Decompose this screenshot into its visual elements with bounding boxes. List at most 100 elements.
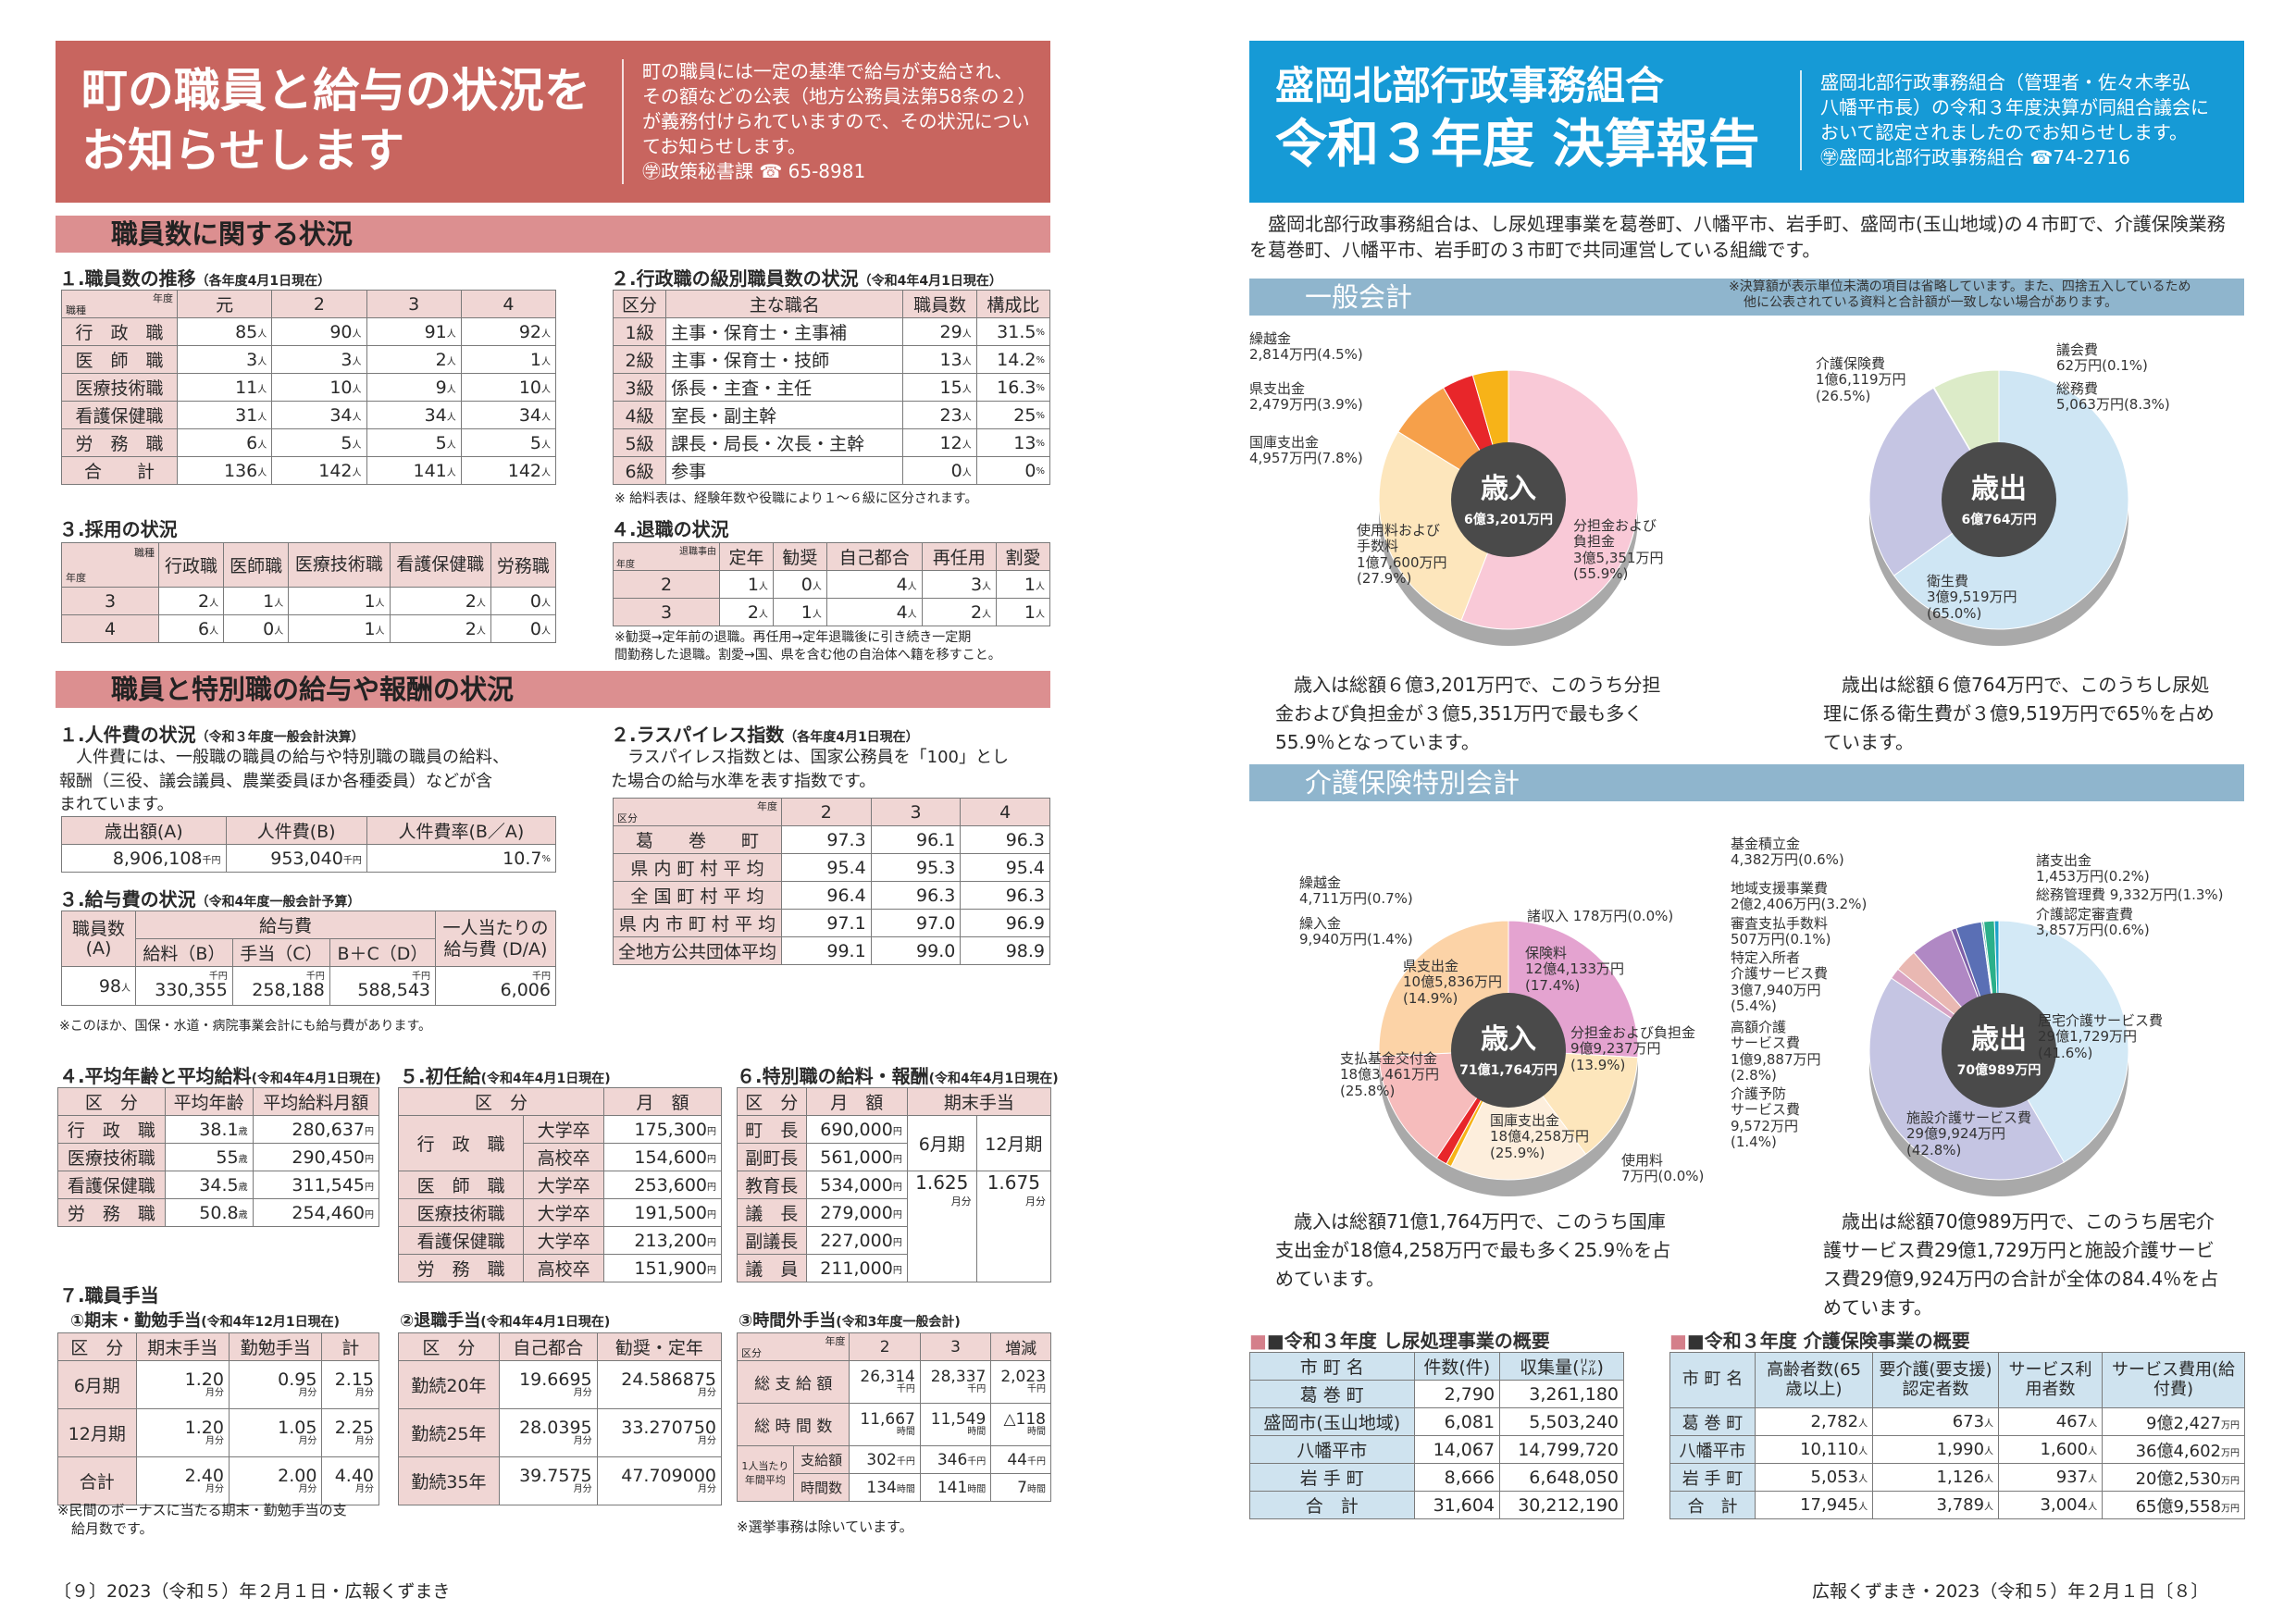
general-note: ※決算額が表示単位未満の項目は省略しています。また、四捨五入しているため 他に公表… [1729, 279, 2191, 310]
cell-value: 97.0 [870, 909, 962, 937]
cell-value: 91人 [366, 317, 462, 346]
row-label: 勤続25年 [398, 1408, 500, 1457]
table-row: 県 内 市 町 村 平 均 97.1 97.0 96.9 [612, 909, 1050, 937]
cell-value: 191,500円 [602, 1198, 723, 1227]
row-label: 行 政 職 [61, 317, 178, 346]
cell-value: 24.586875 月分 [596, 1360, 723, 1409]
cell-value: 11人 [176, 373, 273, 402]
pie-center-total: 6億764万円 [1962, 512, 2037, 527]
table-row: 3級 係長・主査・主任 15人 16.3% [612, 373, 1051, 402]
table-row: 副町長 561,000円 [737, 1143, 1051, 1171]
table-row: 全 国 町 村 平 均 96.4 96.3 96.3 [612, 881, 1050, 910]
section-kaigo: 介護保険特別会計 [1249, 764, 2244, 801]
cell-value: 主事・保育士・主事補 [665, 317, 904, 346]
row-sublabel: 大学卒 [523, 1226, 604, 1255]
row-label: 葛 巻 町 [612, 825, 783, 854]
cell-value: 254,460円 [252, 1198, 380, 1227]
cell-value: 10人 [271, 373, 367, 402]
table-row: 3 2人 1人 1人 2人 0人 [61, 587, 557, 615]
label-ken: 県支出金 2,479万円(3.9%) [1249, 380, 1363, 414]
cell-value: 28,337 千円 [919, 1360, 992, 1404]
table-row: 葛 巻 町 97.3 96.1 96.3 [612, 825, 1050, 854]
label-kaigohokenhi: 介護保険費 1億6,119万円 (26.5%) [1816, 355, 1906, 404]
table-row: 医 師 職 3人 3人 2人 1人 [61, 345, 557, 374]
cell-value: 6,648,050 [1499, 1463, 1624, 1492]
row-label: 医 師 職 [61, 345, 178, 374]
start-table: 区 分月 額 行 政 職大学卒 175,300円 高校卒 154,600円医 師 職大… [397, 1087, 723, 1282]
label-k-kokko: 国庫支出金 18億4,258万円 (25.9%) [1490, 1112, 1590, 1161]
cell-value: 課長・局長・次長・主幹 [665, 428, 904, 457]
cell-value: 2,790 [1413, 1380, 1501, 1408]
row-label: 医療技術職 [57, 1143, 166, 1171]
retire-table: 退職事由 年度 定年 勧奨 自己都合 再任用 割愛 2 1人 0人 4人 3人 1人 3 2人 1人 4人 2… [613, 542, 1050, 626]
row-label: 県 内 市 町 村 平 均 [612, 909, 783, 937]
cell-value: 13% [975, 428, 1051, 457]
table-row: 看護保健職 大学卒 213,200円 [397, 1226, 723, 1255]
label-kurikoshi: 繰越金 2,814万円(4.5%) [1249, 330, 1363, 364]
cell-value: 23人 [902, 401, 977, 429]
pie-slice-保険料 [1450, 1049, 1587, 1181]
table-row: 2 1人 0人 4人 3人 1人 [613, 570, 1050, 599]
cell-value: 65億9,558万円 [2102, 1491, 2245, 1519]
cell-value: 142人 [271, 456, 367, 485]
cell-value: 1人 [772, 598, 827, 626]
pie-center-total: 6億3,201万円 [1464, 512, 1553, 527]
row-label: 岩 手 町 [1669, 1463, 1756, 1492]
table-row: 議 長 279,000円 [737, 1198, 1051, 1227]
table-row: 合 計 17,945人 3,789人 3,004人 65億9,558万円 [1669, 1491, 2245, 1519]
salary-title: ３.給与費の状況（令和4年度一般会計予算） [59, 888, 361, 911]
pie-slice-介護保険費 [1868, 387, 2000, 576]
row-label: 3 [613, 598, 720, 626]
shinyo-table: 市 町 名件数(件) 収集量(㍑) 葛 巻 町 2,790 3,261,180 盛岡市(… [1249, 1352, 1624, 1519]
cell-value: 1人 [996, 598, 1050, 626]
cell-value: 10人 [460, 373, 557, 402]
cell-value: 2.25 月分 [321, 1408, 379, 1457]
row-label: 行 政 職 [57, 1115, 166, 1144]
table-row: 岩 手 町 5,053人 1,126人 937人 20億2,530万円 [1669, 1463, 2245, 1492]
cell-value: 14,067 [1413, 1435, 1501, 1464]
table-row: 葛 巻 町 2,790 3,261,180 [1249, 1380, 1624, 1408]
cell-value: 0% [975, 456, 1051, 485]
cell-value: 50.8歳 [164, 1198, 254, 1227]
pie-slice-使用料および手数料 [1378, 430, 1509, 622]
cell-value: 6人 [176, 428, 273, 457]
kaigo-revenue-pie: 歳入 71億1,764万円 [1378, 920, 1639, 1196]
table-row: 4級 室長・副主幹 23人 25% [612, 401, 1051, 429]
table-row: 6級 参事 0人 0% [612, 456, 1051, 485]
cell-value: 90人 [271, 317, 367, 346]
square-icon: ■ [1249, 1330, 1267, 1352]
row-label: 2級 [612, 345, 667, 374]
cell-value: 2人 [921, 598, 998, 626]
table-row: 看護保健職 31人 34人 34人 34人 [61, 401, 557, 429]
label-buntan: 分担金および 負担金 3億5,351万円 (55.9%) [1573, 517, 1664, 582]
cell-value: 16.3% [975, 373, 1051, 402]
cell-value: 3人 [921, 570, 998, 599]
cell-value: 99.1 [781, 936, 872, 965]
labor-title: １.人件費の状況（令和３年度一般会計決算） [59, 724, 365, 746]
label-shiyoryo: 使用料および 手数料 1億7,600万円 (27.9%) [1357, 522, 1447, 587]
cell-value: 5人 [366, 428, 462, 457]
allow-c-note: ※選挙事務は除いています。 [737, 1518, 913, 1535]
cell-value: 31.5% [975, 317, 1051, 346]
row-label: 4級 [612, 401, 667, 429]
row-label: 勤続35年 [398, 1456, 500, 1505]
cell-value: 2.00 月分 [228, 1456, 323, 1505]
table-row: 勤続25年 28.0395 月分 33.270750 月分 [398, 1408, 723, 1457]
row-sublabel: 大学卒 [523, 1171, 604, 1199]
table-row: 盛岡市(玉山地域) 6,081 5,503,240 [1249, 1407, 1624, 1436]
cell-value: 30,212,190 [1499, 1491, 1624, 1519]
table-row: 行 政 職大学卒 175,300円 [397, 1115, 723, 1171]
pie-center-label: 歳出 [1971, 1023, 2027, 1056]
label-e-shisetsu: 施設介護サービス費 29億9,924万円 (42.8%) [1906, 1109, 2032, 1158]
left-banner: 町の職員と給与の状況を お知らせします 町の職員には一定の基準で給与が支給され、そ… [56, 41, 1050, 203]
pie-center [1942, 993, 2056, 1108]
row-label: 5級 [612, 428, 667, 457]
table-row: 12月期 1.20 月分 1.05 月分 2.25 月分 [57, 1408, 379, 1457]
cell-value: 290,450円 [252, 1143, 380, 1171]
avg-table: 区 分平均年齢 平均給料月額 行 政 職 38.1歳 280,637円 医療技術職 55歳… [57, 1087, 380, 1227]
allow-a-title: ①期末・勤勉手当(令和4年12月1日現在) [70, 1311, 341, 1331]
cell-value: 17,945人 [1754, 1491, 1874, 1519]
cell-value: 4人 [825, 570, 923, 599]
cell-value: 0.95 月分 [228, 1360, 323, 1409]
row-label: 副町長 [737, 1143, 807, 1171]
